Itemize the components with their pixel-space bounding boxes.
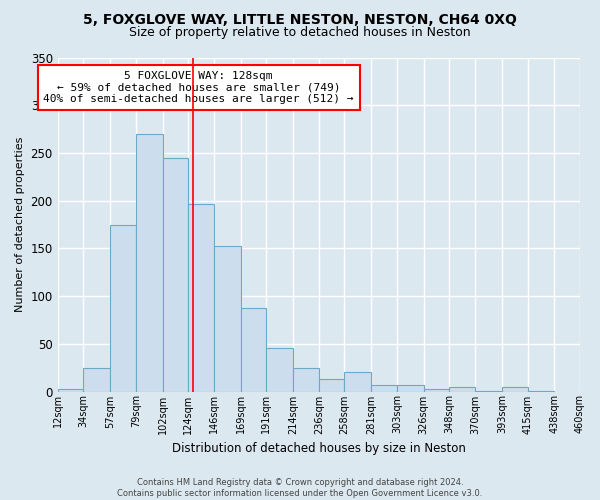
- X-axis label: Distribution of detached houses by size in Neston: Distribution of detached houses by size …: [172, 442, 466, 455]
- Bar: [293, 368, 319, 392]
- Bar: [319, 379, 344, 392]
- Bar: [527, 390, 554, 392]
- Bar: [241, 308, 266, 392]
- Bar: [214, 246, 241, 392]
- Bar: [163, 158, 188, 392]
- Bar: [83, 368, 110, 392]
- Bar: [502, 386, 527, 392]
- Text: 5, FOXGLOVE WAY, LITTLE NESTON, NESTON, CH64 0XQ: 5, FOXGLOVE WAY, LITTLE NESTON, NESTON, …: [83, 12, 517, 26]
- Bar: [475, 390, 502, 392]
- Bar: [58, 388, 83, 392]
- Text: 5 FOXGLOVE WAY: 128sqm
← 59% of detached houses are smaller (749)
40% of semi-de: 5 FOXGLOVE WAY: 128sqm ← 59% of detached…: [43, 71, 354, 104]
- Bar: [188, 204, 214, 392]
- Bar: [344, 372, 371, 392]
- Text: Contains HM Land Registry data © Crown copyright and database right 2024.
Contai: Contains HM Land Registry data © Crown c…: [118, 478, 482, 498]
- Bar: [266, 348, 293, 392]
- Bar: [136, 134, 163, 392]
- Bar: [371, 385, 397, 392]
- Bar: [110, 224, 136, 392]
- Bar: [449, 386, 475, 392]
- Bar: [424, 388, 449, 392]
- Text: Size of property relative to detached houses in Neston: Size of property relative to detached ho…: [129, 26, 471, 39]
- Bar: [397, 385, 424, 392]
- Y-axis label: Number of detached properties: Number of detached properties: [15, 137, 25, 312]
